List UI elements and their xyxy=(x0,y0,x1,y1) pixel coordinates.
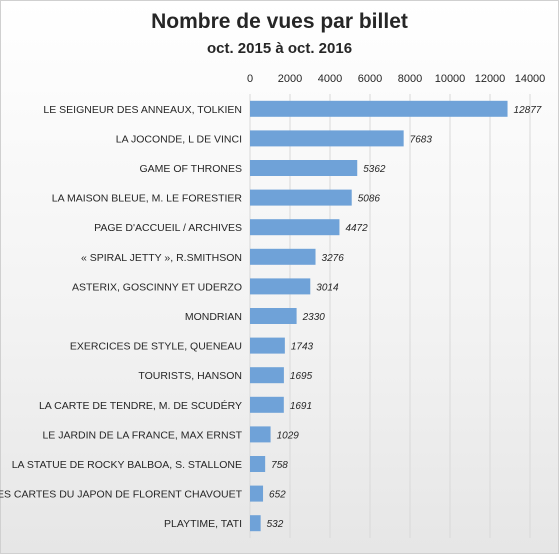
category-label: « SPIRAL JETTY », R.SMITHSON xyxy=(81,252,242,264)
data-label: 1695 xyxy=(290,371,313,382)
category-label: LES CARTES DU JAPON DE FLORENT CHAVOUET xyxy=(0,489,243,501)
data-label: 3014 xyxy=(316,282,339,293)
data-label: 532 xyxy=(267,519,284,530)
category-label: GAME OF THRONES xyxy=(140,163,242,175)
bar xyxy=(250,426,271,443)
x-tick-label: 4000 xyxy=(318,73,342,85)
category-label: TOURISTS, HANSON xyxy=(138,370,242,382)
category-label: LA STATUE DE ROCKY BALBOA, S. STALLONE xyxy=(12,459,242,471)
data-label: 7683 xyxy=(410,134,433,145)
data-label: 2330 xyxy=(302,312,326,323)
data-label: 5086 xyxy=(358,194,381,205)
bar xyxy=(250,189,352,206)
bar xyxy=(250,485,264,502)
x-tick-label: 10000 xyxy=(435,73,466,85)
data-label: 1691 xyxy=(290,401,312,412)
data-label: 758 xyxy=(271,460,288,471)
bar xyxy=(250,100,508,117)
bar xyxy=(250,130,404,147)
x-tick-label: 12000 xyxy=(475,73,506,85)
data-label: 12877 xyxy=(514,105,542,116)
bar xyxy=(250,308,297,324)
category-label: LE JARDIN DE LA FRANCE, MAX ERNST xyxy=(42,429,242,441)
bar xyxy=(250,367,284,384)
data-label: 5362 xyxy=(363,164,386,175)
category-label: PLAYTIME, TATI xyxy=(164,518,242,530)
category-label: ASTERIX, GOSCINNY ET UDERZO xyxy=(72,281,242,293)
data-label: 652 xyxy=(269,490,286,501)
x-tick-label: 8000 xyxy=(398,73,422,85)
bar xyxy=(250,219,340,236)
category-label: MONDRIAN xyxy=(185,311,242,323)
bar xyxy=(250,160,358,176)
category-label: LA JOCONDE, L DE VINCI xyxy=(116,133,242,145)
category-label: PAGE D'ACCUEIL / ARCHIVES xyxy=(94,222,242,234)
bar xyxy=(250,456,266,472)
category-label: LE SEIGNEUR DES ANNEAUX, TOLKIEN xyxy=(43,104,242,116)
x-tick-label: 6000 xyxy=(358,73,382,85)
data-label: 3276 xyxy=(322,253,345,264)
category-label: LA MAISON BLEUE, M. LE FORESTIER xyxy=(52,193,243,205)
data-label: 1029 xyxy=(277,430,300,441)
chart-title: Nombre de vues par billet xyxy=(151,10,408,33)
category-label: EXERCICES DE STYLE, QUENEAU xyxy=(70,341,242,353)
data-label: 4472 xyxy=(345,223,368,234)
category-label: LA CARTE DE TENDRE, M. DE SCUDÉRY xyxy=(39,399,242,412)
bar xyxy=(250,396,284,413)
x-tick-label: 2000 xyxy=(278,73,302,85)
chart-subtitle: oct. 2015 à oct. 2016 xyxy=(206,40,353,57)
bar xyxy=(250,515,261,532)
x-tick-label: 0 xyxy=(247,73,253,85)
bar xyxy=(250,248,316,265)
x-tick-label: 14000 xyxy=(515,73,546,85)
bar xyxy=(250,278,311,295)
data-label: 1743 xyxy=(291,342,314,353)
bar xyxy=(250,337,285,354)
